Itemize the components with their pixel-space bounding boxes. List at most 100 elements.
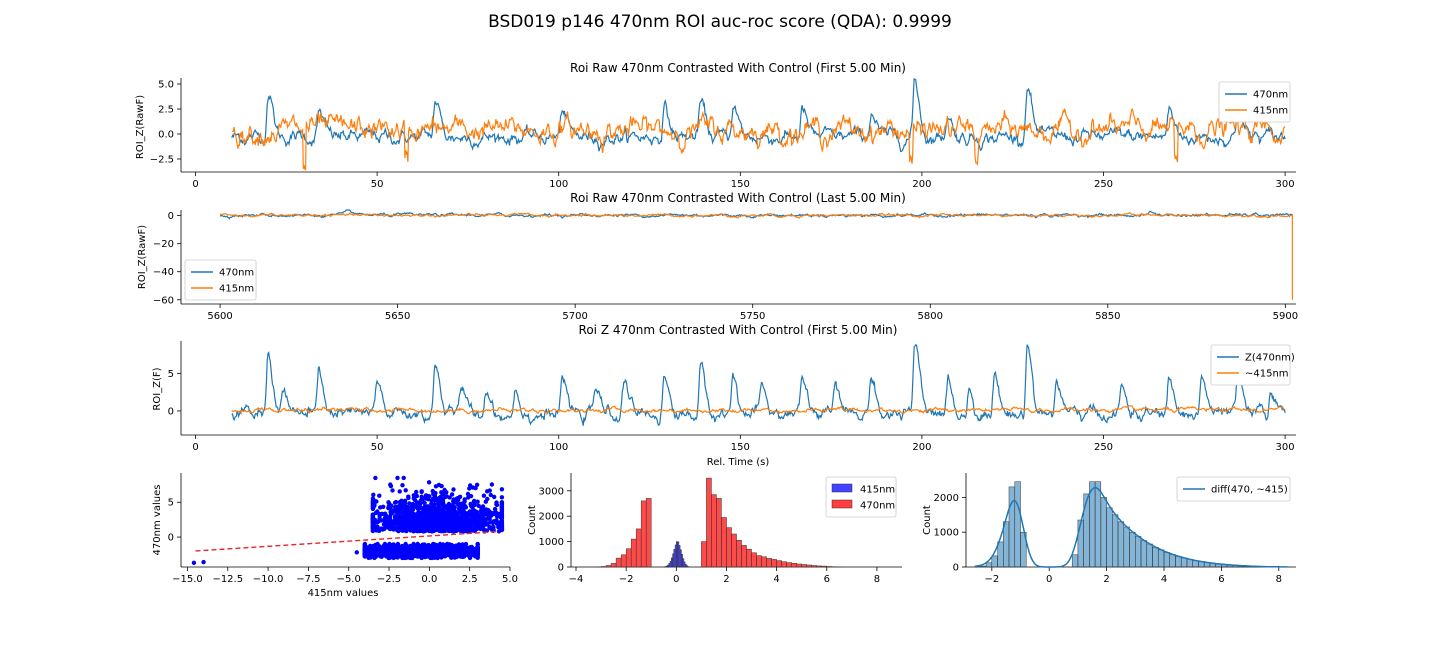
x-tick-label: 200 (912, 442, 931, 453)
x-tick-label: 0 (1046, 574, 1052, 585)
hist-bar (1003, 521, 1010, 568)
legend-box (184, 259, 257, 301)
x-tick-label: 6 (1218, 574, 1224, 585)
scatter-point (447, 495, 452, 500)
scatter-point (451, 547, 456, 552)
legend-entry: ~415nm (1245, 369, 1289, 380)
y-axis-label-raw-first: ROI_Z(RawF) (135, 95, 146, 159)
scatter-point (474, 526, 480, 532)
scatter-point (417, 503, 422, 508)
scatter-point (407, 501, 412, 506)
scatter-point (449, 492, 455, 497)
hist-bar (600, 566, 607, 568)
axes-hist-overlay: Count −4 −2 0 2 4 6 8 0 1000 2000 3000 415nm 470nm (527, 473, 902, 585)
x-tick-label: 5650 (385, 311, 410, 322)
scatter-point (499, 516, 505, 521)
hist-bar (786, 562, 792, 568)
scatter-point (371, 492, 376, 497)
scatter-point (444, 552, 449, 558)
scatter-point (439, 483, 444, 489)
y-tick-label: 2000 (934, 493, 959, 504)
y-tick-label: 2.5 (158, 105, 174, 116)
hist-bar (1112, 514, 1119, 568)
scatter-point (416, 553, 421, 558)
scatter-point (372, 555, 377, 561)
axes-title-z-first: Roi Z 470nm Contrasted With Control (Fir… (579, 323, 898, 337)
scatter-point (411, 496, 416, 501)
hist-bar (1175, 556, 1182, 568)
x-tick-label: 0 (192, 442, 198, 453)
scatter-point (407, 511, 413, 517)
scatter-point (480, 524, 485, 530)
scatter-point (431, 553, 437, 558)
scatter-point (464, 514, 469, 520)
scatter-point (446, 523, 451, 528)
scatter-point (437, 544, 442, 549)
scatter-point (428, 525, 434, 530)
scatter-point (427, 494, 432, 499)
scatter-point (375, 509, 380, 514)
scatter-point (499, 502, 505, 507)
scatter-point (472, 549, 478, 554)
hist-bar (711, 494, 717, 568)
scatter-point (402, 512, 407, 517)
scatter-point (388, 482, 393, 487)
x-tick-label: −5.0 (337, 574, 361, 585)
scatter-point (426, 480, 432, 485)
x-tick-label: 250 (1094, 179, 1113, 190)
scatter-point (405, 504, 410, 510)
hist-bar (746, 548, 752, 568)
hist-bar (796, 563, 802, 568)
hist-bar (726, 527, 732, 568)
x-tick-label: 8 (874, 574, 880, 585)
scatter-point (400, 555, 405, 561)
scatter-point (414, 493, 420, 499)
scatter-point (370, 517, 376, 522)
scatter-point (397, 516, 402, 521)
scatter-point (483, 499, 488, 504)
y-axis-label-hist-diff: Count (922, 505, 933, 535)
x-tick-label: −4 (569, 574, 584, 585)
scatter-point (398, 504, 403, 509)
scatter-point (393, 514, 398, 519)
scatter-point (491, 524, 496, 530)
scatter-point (497, 520, 502, 525)
hist-bar (706, 477, 712, 568)
scatter-point (370, 500, 376, 505)
scatter-point (400, 518, 406, 523)
x-tick-label: 2 (723, 574, 729, 585)
scatter-point (421, 516, 426, 521)
scatter-point (487, 516, 492, 522)
scatter-point (453, 543, 458, 549)
scatter-point (377, 493, 382, 498)
hist-bar (1169, 554, 1176, 568)
hist-bar (826, 566, 833, 568)
scatter-point (419, 546, 424, 551)
scatter-point (483, 511, 489, 517)
scatter-point (411, 517, 416, 522)
scatter-point (406, 495, 411, 501)
x-tick-label: 6 (824, 574, 830, 585)
scatter-point (413, 527, 418, 532)
scatter-point (430, 511, 436, 516)
scatter-point (440, 510, 445, 515)
scatter-point (495, 512, 500, 518)
y-tick-label: −40 (153, 267, 174, 278)
scatter-point (373, 475, 378, 481)
hist-bar (635, 528, 642, 568)
scatter-point (386, 543, 391, 548)
hist-bar (1100, 497, 1107, 568)
x-tick-label: −2.5 (377, 574, 401, 585)
scatter-point (416, 510, 421, 515)
legend-entry: 470nm (1253, 90, 1288, 101)
hist-bar (1014, 481, 1021, 568)
legend-entry: 470nm (219, 268, 254, 279)
scatter-point (378, 547, 383, 553)
x-tick-label: 5.0 (502, 574, 518, 585)
hist-bar (1163, 552, 1170, 568)
scatter-point (376, 519, 381, 524)
scatter-point (450, 526, 455, 531)
scatter-point (420, 551, 425, 556)
scatter-point (470, 527, 475, 532)
